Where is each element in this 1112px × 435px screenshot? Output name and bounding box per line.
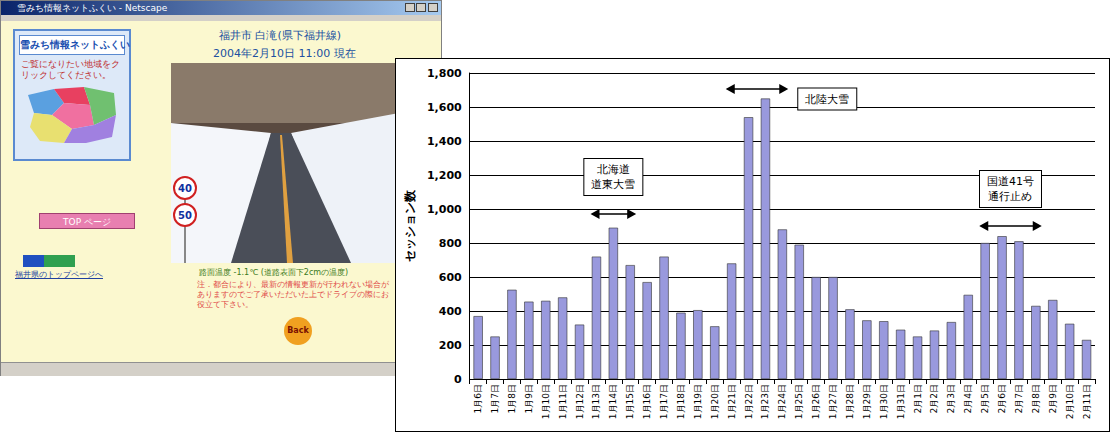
svg-text:1月31日: 1月31日: [896, 384, 906, 419]
svg-text:1月16日: 1月16日: [642, 384, 652, 419]
svg-text:2月6日: 2月6日: [997, 384, 1007, 413]
svg-text:1月11日: 1月11日: [558, 384, 568, 419]
svg-text:1月26日: 1月26日: [811, 384, 821, 419]
svg-text:1,000: 1,000: [427, 203, 462, 216]
svg-text:1月13日: 1月13日: [591, 384, 601, 419]
svg-text:1月30日: 1月30日: [879, 384, 889, 419]
svg-text:800: 800: [439, 237, 462, 250]
html-text:福井県のトップページへ: 福井県のトップページへ: [15, 270, 103, 279]
svg-text:1月23日: 1月23日: [760, 384, 770, 419]
svg-text:1,200: 1,200: [427, 169, 462, 182]
svg-text:1月20日: 1月20日: [710, 384, 720, 419]
svg-text:1月24日: 1月24日: [777, 384, 787, 419]
html-text:ご覧になりたい地域をクリックしてください。: ご覧になりたい地域をクリックしてください。: [21, 59, 120, 80]
svg-text:北陸大雪: 北陸大雪: [805, 93, 849, 106]
svg-text:1月15日: 1月15日: [625, 384, 635, 419]
svg-text:1,400: 1,400: [427, 135, 462, 148]
svg-text:国道41号: 国道41号: [987, 175, 1034, 188]
html-text:2004年2月10日 11:00 現在: 2004年2月10日 11:00 現在: [213, 47, 356, 60]
svg-text:1月28日: 1月28日: [845, 384, 855, 419]
svg-text:0: 0: [454, 373, 462, 386]
svg-text:1月12日: 1月12日: [575, 384, 585, 419]
svg-text:1月27日: 1月27日: [828, 384, 838, 419]
svg-text:2月4日: 2月4日: [963, 384, 973, 413]
svg-text:40: 40: [178, 183, 192, 194]
svg-text:1月9日: 1月9日: [524, 384, 534, 413]
svg-text:200: 200: [439, 339, 462, 352]
svg-text:通行止め: 通行止め: [988, 190, 1032, 203]
svg-text:2月2日: 2月2日: [929, 384, 939, 413]
svg-text:1,800: 1,800: [427, 67, 462, 80]
svg-text:2月9日: 2月9日: [1048, 384, 1058, 413]
svg-text:1月7日: 1月7日: [490, 384, 500, 413]
svg-text:1,600: 1,600: [427, 101, 462, 114]
html-text:雪みち情報ネットふくい: 雪みち情報ネットふくい: [20, 39, 130, 50]
svg-text:1月25日: 1月25日: [794, 384, 804, 419]
svg-text:2月3日: 2月3日: [946, 384, 956, 413]
svg-text:1月21日: 1月21日: [727, 384, 737, 419]
html-text:福井市 白滝(県下福井線): 福井市 白滝(県下福井線): [219, 29, 342, 42]
svg-text:2月8日: 2月8日: [1031, 384, 1041, 413]
html-text:Back: Back: [287, 326, 309, 335]
svg-text:北海道: 北海道: [597, 163, 630, 176]
svg-text:400: 400: [439, 305, 462, 318]
html-text:路面温度 -1.1℃ (道路表面下2cmの温度): 路面温度 -1.1℃ (道路表面下2cmの温度): [199, 268, 349, 277]
svg-text:1月14日: 1月14日: [608, 384, 618, 419]
svg-text:1月18日: 1月18日: [676, 384, 686, 419]
svg-text:2月11日: 2月11日: [1082, 384, 1092, 419]
svg-text:道東大雪: 道東大雪: [591, 178, 635, 191]
svg-text:2月5日: 2月5日: [980, 384, 990, 413]
svg-text:1月6日: 1月6日: [473, 384, 483, 413]
html-text:雪みち情報ネットふくい - Netscape: 雪みち情報ネットふくい - Netscape: [17, 3, 168, 13]
svg-text:600: 600: [439, 271, 462, 284]
html-text:注．都合により、最新の情報更新が行われない場合がありますので: 注．都合により、最新の情報更新が行われない場合がありますのでご了承いただいた上で…: [197, 280, 389, 309]
html-text:TOP ページ: TOP ページ: [63, 217, 111, 227]
svg-text:2月7日: 2月7日: [1014, 384, 1024, 413]
svg-text:2月10日: 2月10日: [1065, 384, 1075, 419]
svg-text:1月22日: 1月22日: [744, 384, 754, 419]
svg-text:セッション数: セッション数: [403, 189, 417, 262]
svg-text:1月29日: 1月29日: [862, 384, 872, 419]
svg-text:1月8日: 1月8日: [507, 384, 517, 413]
svg-text:2月1日: 2月1日: [913, 384, 923, 413]
svg-text:1月17日: 1月17日: [659, 384, 669, 419]
svg-text:50: 50: [178, 210, 192, 221]
svg-text:1月10日: 1月10日: [541, 384, 551, 419]
svg-text:1月19日: 1月19日: [693, 384, 703, 419]
